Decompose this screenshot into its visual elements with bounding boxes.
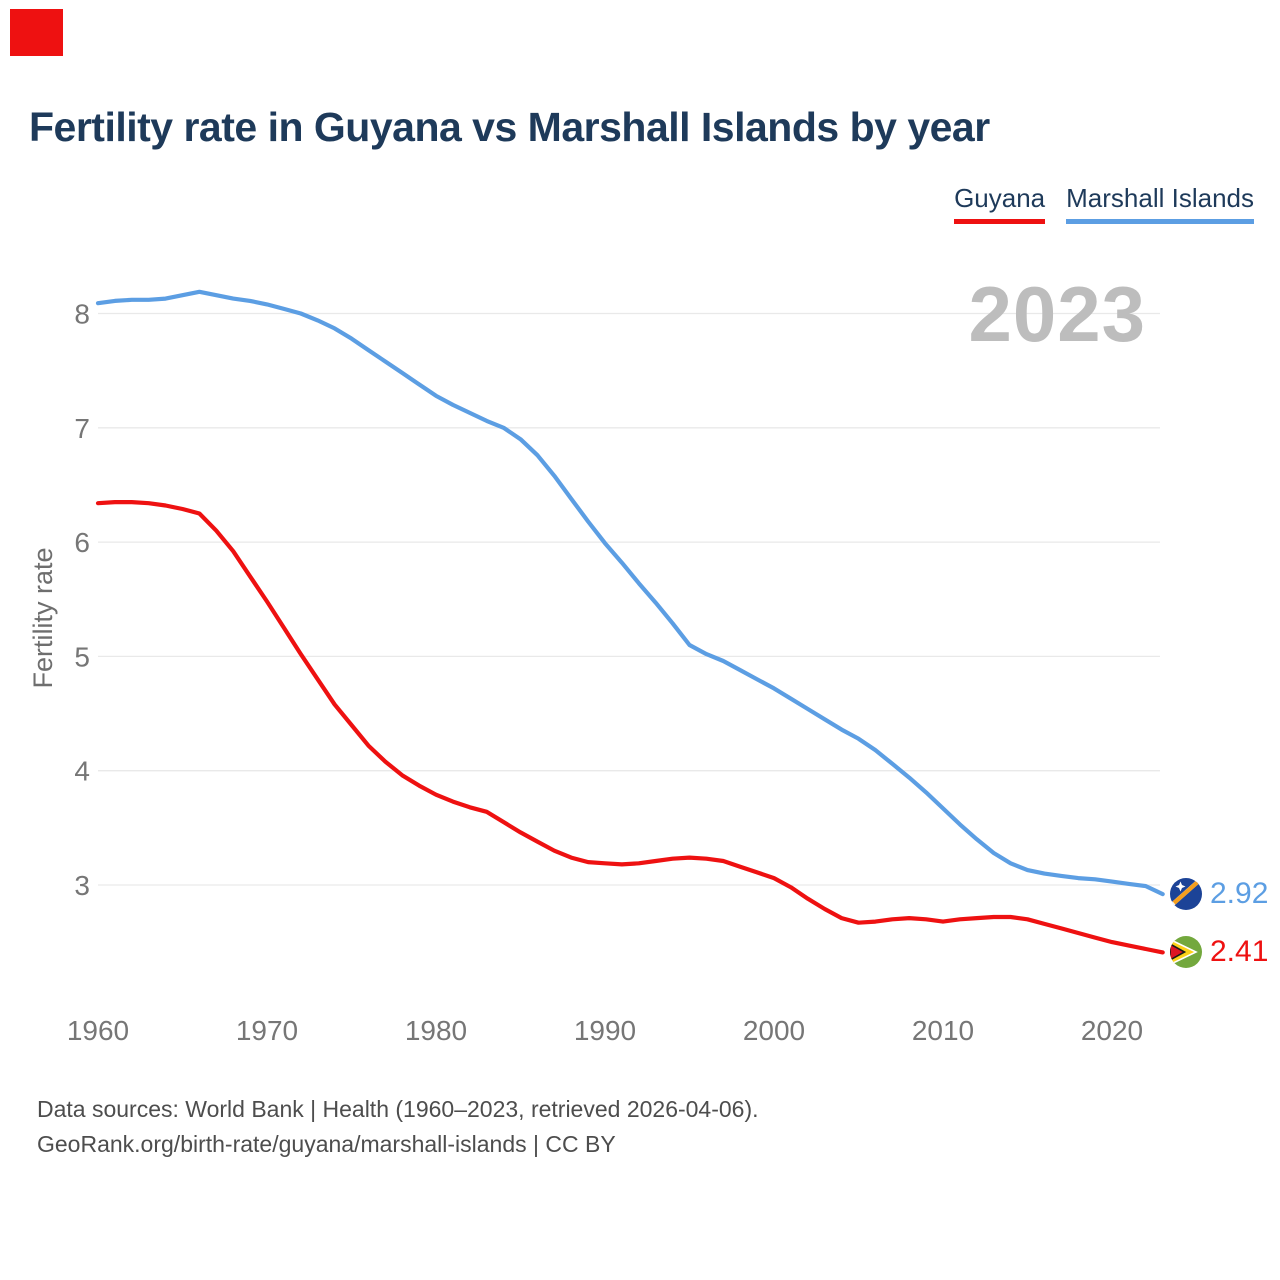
x-tick-label: 1970 <box>236 1015 298 1046</box>
x-tick-label: 1980 <box>405 1015 467 1046</box>
y-tick-label: 7 <box>74 413 90 444</box>
x-tick-label: 2020 <box>1081 1015 1143 1046</box>
y-tick-label: 8 <box>74 299 90 330</box>
legend: Guyana Marshall Islands <box>954 183 1254 224</box>
x-tick-label: 1960 <box>67 1015 129 1046</box>
y-tick-label: 6 <box>74 527 90 558</box>
x-tick-label: 2010 <box>912 1015 974 1046</box>
end-value-guyana: 2.41 <box>1210 935 1269 968</box>
line-guyana <box>95 500 1165 955</box>
end-label-marshall: 2.92 <box>1170 878 1268 910</box>
y-tick-label: 3 <box>74 870 90 901</box>
gridlines <box>98 312 1160 886</box>
line-marshall-islands <box>95 289 1165 897</box>
footer-attribution: GeoRank.org/birth-rate/guyana/marshall-i… <box>37 1131 616 1157</box>
x-tick-label: 2000 <box>743 1015 805 1046</box>
series-lines <box>95 289 1165 955</box>
y-axis-label: Fertility rate <box>28 547 58 688</box>
guyana-flag-icon <box>1170 936 1202 968</box>
year-watermark: 2023 <box>968 270 1146 358</box>
axis-ticks: 8 7 6 5 4 3 1960 1970 1980 1990 2000 2010 2020 <box>67 299 1143 1047</box>
end-value-marshall: 2.92 <box>1210 877 1269 910</box>
x-tick-label: 1990 <box>574 1015 636 1046</box>
legend-item-guyana[interactable]: Guyana <box>954 183 1046 224</box>
legend-item-marshall[interactable]: Marshall Islands <box>1066 183 1254 224</box>
y-tick-label: 4 <box>74 756 90 787</box>
footer: Data sources: World Bank | Health (1960–… <box>37 1092 759 1162</box>
end-label-guyana: 2.41 <box>1170 936 1268 968</box>
y-tick-label: 5 <box>74 641 90 672</box>
red-marker-square <box>10 9 63 56</box>
footer-sources: Data sources: World Bank | Health (1960–… <box>37 1096 759 1122</box>
chart-title: Fertility rate in Guyana vs Marshall Isl… <box>29 104 990 150</box>
marshall-islands-flag-icon <box>1170 878 1202 910</box>
